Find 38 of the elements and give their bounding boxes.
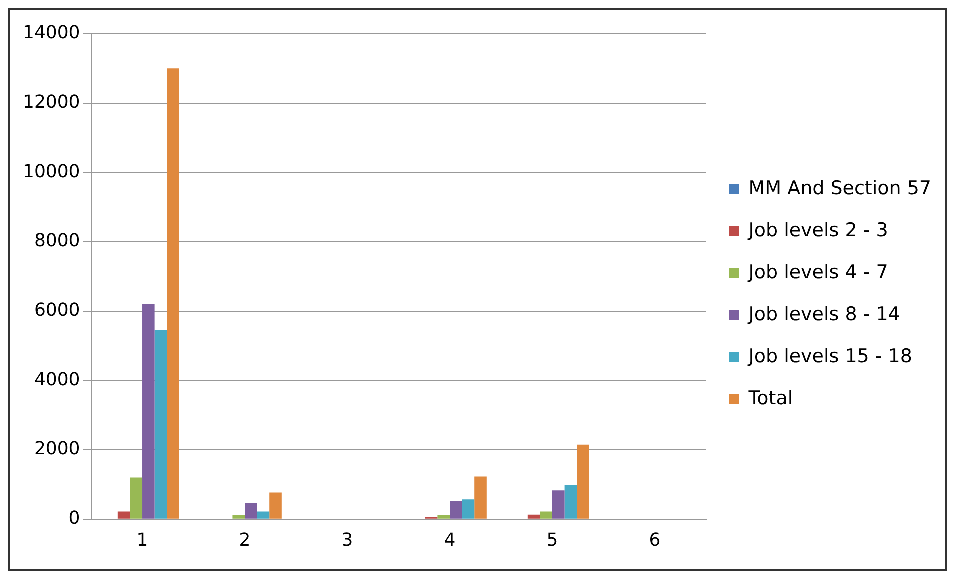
bar <box>154 330 168 519</box>
y-tick-label: 6000 <box>34 300 80 322</box>
legend-label: Job levels 4 - 7 <box>748 261 888 284</box>
bar <box>270 492 282 519</box>
bar <box>474 476 487 519</box>
y-tick-label: 12000 <box>22 92 80 114</box>
y-tick-label: 14000 <box>22 22 80 44</box>
bar <box>577 444 590 519</box>
bar <box>245 503 258 519</box>
bar <box>450 501 462 519</box>
legend-label: Job levels 2 - 3 <box>748 219 888 242</box>
bar <box>232 515 246 519</box>
x-tick-label: 5 <box>546 530 558 551</box>
bar <box>528 514 540 519</box>
bar <box>438 515 450 519</box>
bar <box>142 304 155 519</box>
y-tick-label: 4000 <box>34 369 80 390</box>
legend-label: Total <box>748 387 794 410</box>
bar <box>118 512 130 519</box>
bar <box>167 68 180 519</box>
legend-label: Job levels 15 - 18 <box>748 345 912 368</box>
bar <box>462 500 475 519</box>
x-tick-label: 6 <box>649 530 661 551</box>
legend-label: MM And Section 57 <box>748 177 932 200</box>
y-tick-label: 2000 <box>34 438 80 460</box>
y-tick-label: 10000 <box>22 161 80 182</box>
x-tick-label: 2 <box>239 530 251 551</box>
legend-label: Job levels 8 - 14 <box>748 303 900 326</box>
bar <box>540 512 553 519</box>
y-tick-label: 0 <box>68 508 80 530</box>
x-tick-label: 1 <box>136 530 148 551</box>
x-tick-label: 3 <box>342 530 354 551</box>
bar <box>564 485 578 519</box>
bar <box>130 478 143 519</box>
bar <box>552 490 565 519</box>
bar <box>257 512 270 519</box>
y-tick-label: 8000 <box>34 230 80 252</box>
x-tick-label: 4 <box>444 530 456 551</box>
